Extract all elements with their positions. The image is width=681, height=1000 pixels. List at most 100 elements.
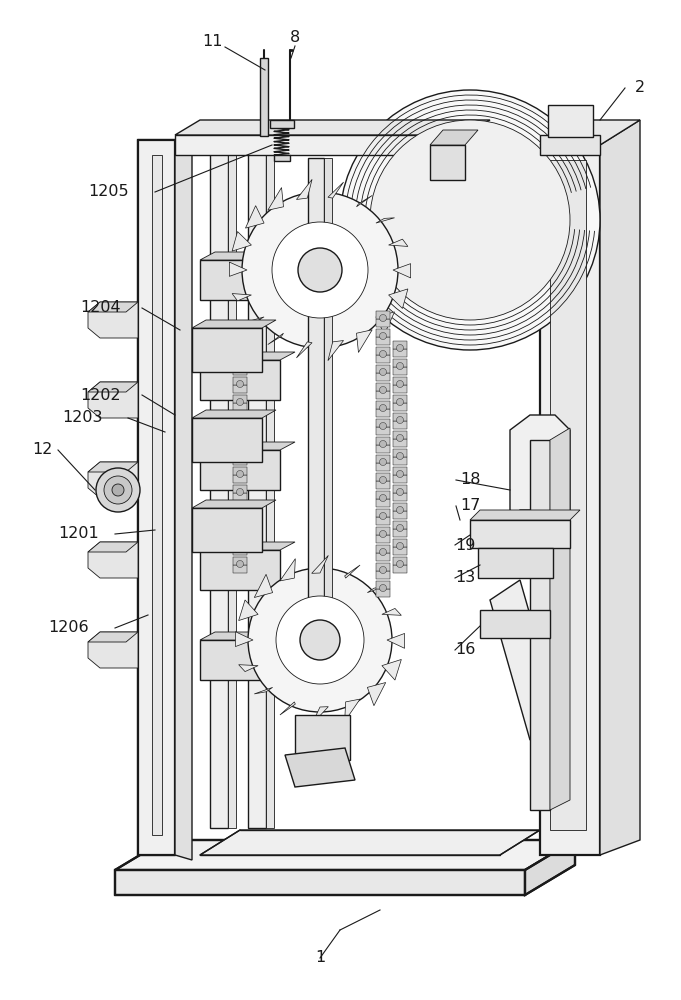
Bar: [233, 521, 247, 529]
Polygon shape: [115, 840, 575, 870]
Bar: [393, 439, 407, 447]
Bar: [376, 553, 390, 561]
Circle shape: [396, 380, 404, 387]
Circle shape: [236, 434, 244, 442]
Bar: [376, 355, 390, 363]
Circle shape: [396, 488, 404, 495]
Bar: [376, 527, 390, 535]
Bar: [233, 485, 247, 493]
Circle shape: [396, 398, 404, 406]
Circle shape: [379, 404, 387, 412]
Polygon shape: [88, 302, 138, 312]
Bar: [308, 158, 324, 658]
Text: 8: 8: [290, 30, 300, 45]
Text: 1205: 1205: [88, 184, 129, 200]
Polygon shape: [88, 462, 138, 472]
Bar: [233, 439, 247, 447]
Text: 1202: 1202: [80, 387, 121, 402]
Bar: [376, 481, 390, 489]
Bar: [233, 529, 247, 537]
Circle shape: [396, 560, 404, 568]
Polygon shape: [296, 179, 312, 199]
Bar: [393, 431, 407, 439]
Circle shape: [236, 398, 244, 406]
Bar: [393, 503, 407, 511]
Bar: [376, 473, 390, 481]
Circle shape: [112, 484, 124, 496]
Bar: [548, 105, 593, 137]
Bar: [233, 539, 247, 547]
Polygon shape: [238, 665, 258, 672]
Bar: [393, 421, 407, 429]
Circle shape: [276, 596, 364, 684]
Polygon shape: [254, 574, 272, 597]
Polygon shape: [280, 559, 296, 581]
Polygon shape: [138, 140, 175, 855]
Polygon shape: [268, 188, 283, 210]
Circle shape: [379, 368, 387, 375]
Polygon shape: [295, 715, 350, 760]
Bar: [233, 413, 247, 421]
Circle shape: [379, 386, 387, 393]
Bar: [210, 148, 228, 828]
Polygon shape: [200, 252, 295, 260]
Bar: [233, 467, 247, 475]
Polygon shape: [367, 586, 385, 593]
Polygon shape: [232, 294, 251, 301]
Bar: [393, 467, 407, 475]
Polygon shape: [229, 262, 247, 276]
Bar: [248, 148, 266, 828]
Bar: [376, 535, 390, 543]
Bar: [266, 148, 274, 828]
Bar: [233, 395, 247, 403]
Polygon shape: [245, 206, 264, 228]
Polygon shape: [200, 830, 540, 855]
Bar: [260, 58, 268, 136]
Polygon shape: [600, 120, 640, 855]
Bar: [233, 341, 247, 349]
Circle shape: [248, 568, 392, 712]
Bar: [393, 349, 407, 357]
Bar: [233, 475, 247, 483]
Bar: [393, 403, 407, 411]
Circle shape: [340, 90, 600, 350]
Bar: [393, 385, 407, 393]
Text: 1: 1: [315, 950, 325, 966]
Bar: [393, 565, 407, 573]
Bar: [152, 155, 162, 835]
Bar: [376, 509, 390, 517]
Circle shape: [379, 477, 387, 484]
Polygon shape: [376, 312, 394, 334]
Bar: [376, 401, 390, 409]
Bar: [393, 367, 407, 375]
Bar: [233, 565, 247, 573]
Circle shape: [379, 440, 387, 448]
Polygon shape: [515, 510, 565, 555]
Circle shape: [272, 222, 368, 318]
Bar: [233, 349, 247, 357]
Polygon shape: [200, 542, 295, 550]
Polygon shape: [88, 382, 138, 418]
Bar: [376, 499, 390, 507]
Text: 13: 13: [455, 570, 475, 585]
Circle shape: [396, 434, 404, 442]
Circle shape: [242, 192, 398, 348]
Bar: [200, 360, 280, 400]
Circle shape: [300, 620, 340, 660]
Bar: [393, 485, 407, 493]
Circle shape: [396, 344, 404, 352]
Bar: [393, 521, 407, 529]
Circle shape: [379, 548, 387, 556]
Bar: [393, 449, 407, 457]
Bar: [376, 409, 390, 417]
Bar: [470, 520, 570, 548]
Polygon shape: [88, 462, 138, 498]
Text: 12: 12: [32, 442, 52, 458]
Bar: [376, 545, 390, 553]
Circle shape: [379, 332, 387, 340]
Bar: [376, 463, 390, 471]
Bar: [376, 427, 390, 435]
Polygon shape: [393, 264, 411, 278]
Bar: [376, 365, 390, 373]
Polygon shape: [367, 683, 385, 706]
